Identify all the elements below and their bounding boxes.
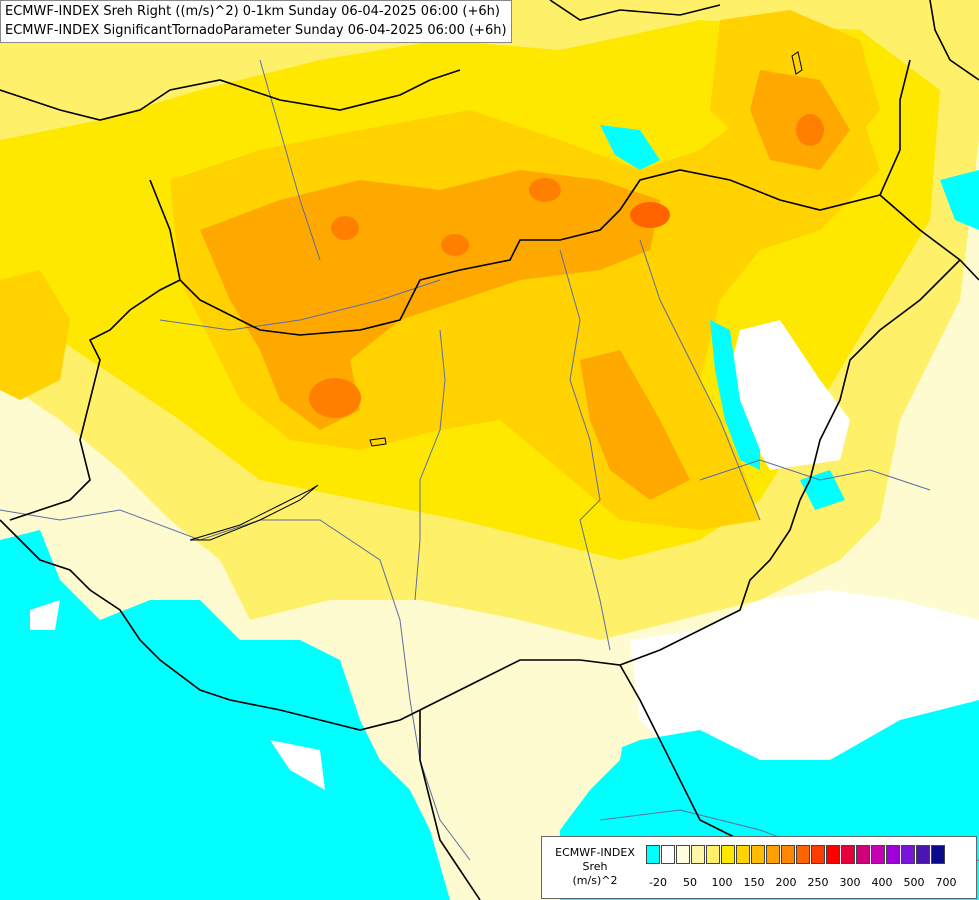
lake-balaton xyxy=(189,484,319,541)
sreh-field-orange-3 xyxy=(580,350,690,500)
river-4 xyxy=(639,239,761,521)
border-west xyxy=(149,169,979,336)
legend-swatch xyxy=(736,845,750,864)
map-title-line-2: ECMWF-INDEX SignificantTornadoParameter … xyxy=(5,23,507,38)
river-2 xyxy=(414,329,446,601)
legend-swatch xyxy=(781,845,795,864)
border-austria xyxy=(9,279,181,521)
sreh-maximum-2 xyxy=(441,234,469,256)
legend-variable: Sreh xyxy=(582,860,608,873)
border-slovakia xyxy=(879,59,911,196)
lake-small-2 xyxy=(791,51,803,75)
legend-tick-label: 100 xyxy=(711,876,733,889)
sreh-field-cyan-north xyxy=(600,125,660,170)
legend-swatch xyxy=(901,845,915,864)
border-bosnia xyxy=(419,710,481,900)
legend-tick-label: 50 xyxy=(683,876,697,889)
map-title-line-1: ECMWF-INDEX Sreh Right ((m/s)^2) 0-1km S… xyxy=(5,4,500,19)
legend-swatch xyxy=(916,845,930,864)
color-legend: ECMWF-INDEX Sreh (m/s)^2 -20 50 100 150 200 2… xyxy=(541,836,977,899)
legend-swatch xyxy=(691,845,705,864)
legend-swatch xyxy=(706,845,720,864)
legend-tick-label: 150 xyxy=(743,876,765,889)
river-3 xyxy=(559,249,611,651)
sreh-maximum-6 xyxy=(796,114,824,146)
sreh-field-cyan-east xyxy=(940,170,979,230)
legend-swatch xyxy=(646,845,660,864)
legend-swatch xyxy=(661,845,675,864)
legend-tick-label: 500 xyxy=(903,876,925,889)
legend-swatch xyxy=(811,845,825,864)
sreh-maximum-3 xyxy=(529,178,561,202)
legend-swatch xyxy=(826,845,840,864)
border-ukraine xyxy=(929,0,979,81)
sreh-field-lightyellow-south xyxy=(330,600,630,900)
sreh-maximum-5 xyxy=(309,378,361,418)
river-8 xyxy=(699,459,931,491)
border-poland xyxy=(549,0,721,21)
legend-label: ECMWF-INDEX Sreh (m/s)^2 xyxy=(546,846,644,888)
river-5 xyxy=(159,279,441,331)
sreh-field-gold-3 xyxy=(0,270,70,400)
river-7 xyxy=(259,59,321,261)
border-croatia xyxy=(0,519,421,731)
legend-color-bar xyxy=(646,845,946,864)
legend-tick-label: 300 xyxy=(839,876,861,889)
map-title-box: ECMWF-INDEX Sreh Right ((m/s)^2) 0-1km S… xyxy=(0,0,512,43)
legend-swatch xyxy=(841,845,855,864)
legend-tick-label: 400 xyxy=(871,876,893,889)
legend-swatch xyxy=(676,845,690,864)
legend-tick-label: -20 xyxy=(649,876,667,889)
legend-swatch xyxy=(886,845,900,864)
lake-small-1 xyxy=(369,437,387,447)
legend-swatch xyxy=(796,845,810,864)
legend-ticks: -20 50 100 150 200 250 300 400 500 700 xyxy=(646,876,966,890)
sreh-field-cyan-patch xyxy=(800,470,845,510)
sreh-field-cyan-river xyxy=(710,320,760,470)
border-romania xyxy=(419,259,961,711)
legend-swatch xyxy=(751,845,765,864)
legend-swatch xyxy=(871,845,885,864)
legend-unit: (m/s)^2 xyxy=(572,874,618,887)
legend-swatch xyxy=(766,845,780,864)
sreh-field-orange xyxy=(200,170,660,430)
legend-swatch xyxy=(856,845,870,864)
legend-tick-label: 700 xyxy=(935,876,957,889)
sreh-field-white-patch-2 xyxy=(30,600,60,630)
sreh-maximum-1 xyxy=(331,216,359,240)
sreh-field-cyan-southwest xyxy=(0,530,450,900)
river-1 xyxy=(0,509,471,861)
legend-tick-label: 250 xyxy=(807,876,829,889)
sreh-field-white-east xyxy=(730,320,850,470)
legend-source: ECMWF-INDEX xyxy=(555,846,635,859)
legend-tick-label: 200 xyxy=(775,876,797,889)
sreh-field-white-patch-1 xyxy=(270,740,325,790)
legend-swatch xyxy=(931,845,945,864)
legend-swatch xyxy=(721,845,735,864)
border-north xyxy=(0,69,461,121)
sreh-maximum-4 xyxy=(630,202,670,228)
